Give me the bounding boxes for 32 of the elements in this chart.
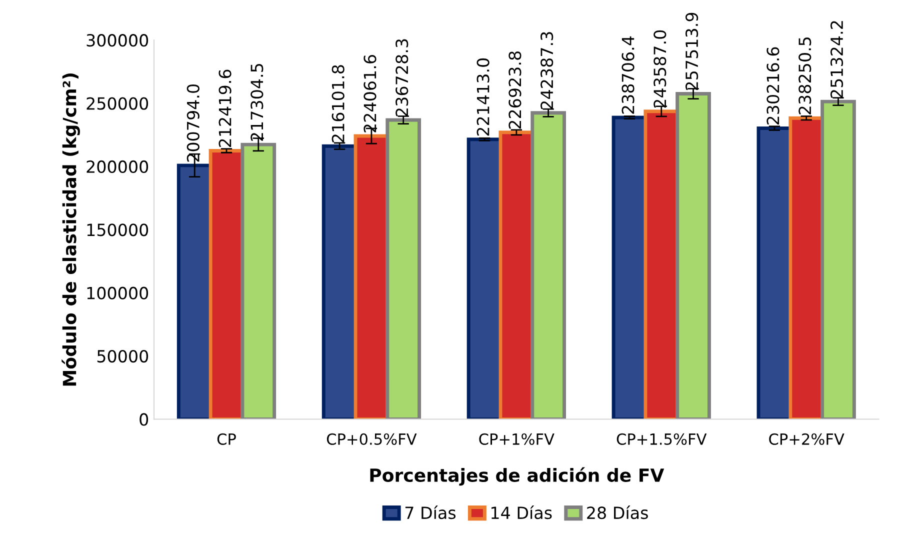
y-tick-label: 300000 bbox=[86, 34, 148, 47]
data-label: 230216.6 bbox=[766, 47, 780, 124]
y-tick-label: 50000 bbox=[97, 350, 148, 363]
data-label: 242387.3 bbox=[540, 32, 554, 110]
data-label: 236728.3 bbox=[396, 39, 408, 116]
x-tick-label: CP+2%FV bbox=[769, 433, 844, 445]
data-label: 217304.5 bbox=[250, 64, 264, 141]
data-label: 224061.6 bbox=[364, 55, 376, 132]
legend-label: 7 Días bbox=[405, 506, 456, 520]
data-label: 257513.9 bbox=[686, 12, 698, 90]
x-tick-label: CP+1%FV bbox=[479, 433, 554, 445]
x-tick-label: CP+0.5%FV bbox=[326, 433, 417, 445]
data-label: 216101.8 bbox=[332, 65, 344, 142]
data-label: 226923.8 bbox=[508, 51, 522, 129]
legend-label: 28 Días bbox=[587, 506, 648, 520]
y-tick-label: 100000 bbox=[87, 286, 148, 300]
y-tick-label: 0 bbox=[140, 413, 148, 426]
x-tick-label: CP bbox=[217, 433, 236, 445]
y-axis-title: Módulo de elasticidad (kg/cm²) bbox=[62, 74, 80, 386]
data-label: 221413.0 bbox=[476, 58, 490, 136]
y-tick-label: 250000 bbox=[86, 97, 148, 110]
data-label: 238250.5 bbox=[798, 37, 812, 114]
data-label: 243587.0 bbox=[654, 30, 666, 108]
data-label: 251324.2 bbox=[830, 21, 844, 98]
x-axis-title: Porcentajes de adición de FV bbox=[370, 467, 664, 486]
x-tick-label: CP+1.5%FV bbox=[616, 433, 707, 445]
data-label: 212419.6 bbox=[218, 70, 232, 147]
data-label: 200794.0 bbox=[186, 84, 200, 162]
y-tick-label: 200000 bbox=[86, 160, 148, 173]
legend-label: 14 Días bbox=[492, 506, 552, 520]
y-tick-label: 150000 bbox=[87, 224, 148, 236]
data-label: 238706.4 bbox=[622, 36, 634, 114]
